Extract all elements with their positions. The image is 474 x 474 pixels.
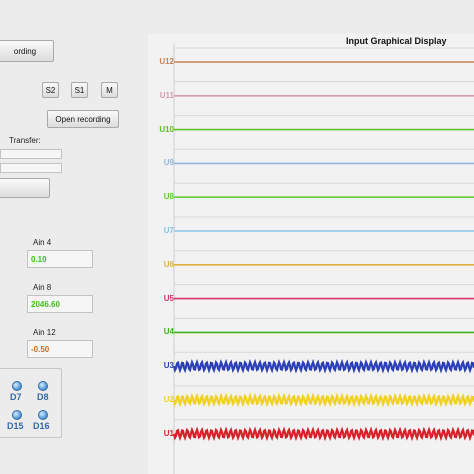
ain8-value: 2046.60: [27, 295, 93, 313]
channel-label-u1: U1: [163, 428, 174, 438]
trace-u3: [172, 358, 474, 374]
ain12-value: -0.50: [27, 340, 93, 358]
d7-label: D7: [10, 392, 22, 402]
blank-button[interactable]: [0, 178, 50, 198]
ain12-label: Ain 12: [33, 328, 56, 337]
trace-u1: [172, 426, 474, 442]
d16-label: D16: [33, 421, 50, 431]
ain8-label: Ain 8: [33, 283, 52, 292]
d8-label: D8: [37, 392, 49, 402]
channel-label-u9: U9: [163, 158, 174, 168]
ain4-value: 0.10: [27, 250, 93, 268]
trace-u2: [172, 392, 474, 408]
transfer-label: Transfer:: [9, 136, 41, 145]
channel-label-u12: U12: [159, 57, 174, 66]
channel-label-u7: U7: [163, 226, 174, 235]
transfer-progress-2: [0, 163, 62, 173]
display-title: Input Graphical Display: [346, 36, 447, 46]
channel-label-u5: U5: [163, 293, 174, 303]
ain4-label: Ain 4: [33, 238, 52, 247]
d7-led-icon: [12, 381, 22, 391]
control-panel: ording S2 S1 M Open recording Transfer: …: [0, 0, 146, 474]
s2-button[interactable]: S2: [42, 82, 59, 98]
digital-inputs-group: [0, 368, 62, 438]
m-button[interactable]: M: [101, 82, 118, 98]
recording-button[interactable]: ording: [0, 40, 54, 62]
d8-led-icon: [38, 381, 48, 391]
channel-label-u6: U6: [163, 259, 174, 269]
channel-label-u2: U2: [163, 395, 174, 404]
d15-label: D15: [7, 421, 24, 431]
channel-label-u11: U11: [159, 90, 174, 100]
channel-label-u4: U4: [163, 327, 174, 337]
transfer-progress-1: [0, 149, 62, 159]
open-recording-button[interactable]: Open recording: [47, 110, 119, 128]
s1-button[interactable]: S1: [71, 82, 88, 98]
channel-label-u10: U10: [159, 124, 174, 134]
channel-label-u3: U3: [163, 361, 174, 371]
d16-led-icon: [38, 410, 48, 420]
channel-label-u8: U8: [163, 192, 174, 202]
d15-led-icon: [12, 410, 22, 420]
